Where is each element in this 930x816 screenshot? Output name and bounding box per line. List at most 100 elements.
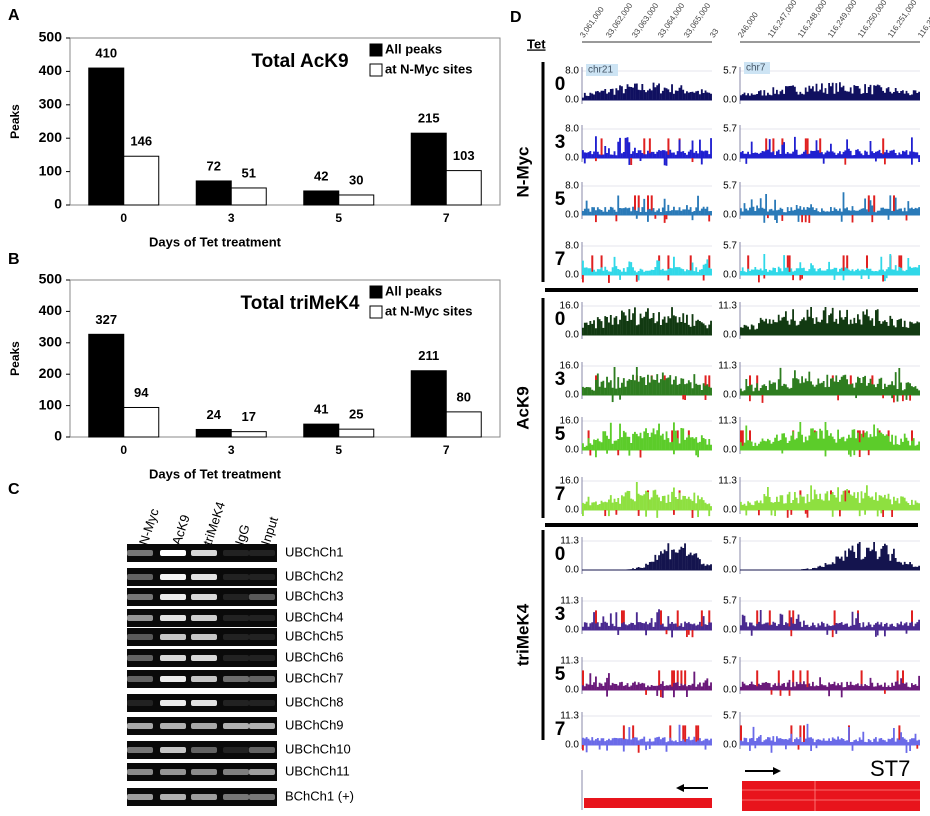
signal-peak xyxy=(740,430,742,450)
signal-track xyxy=(582,671,712,690)
signal-dip xyxy=(774,510,776,517)
signal-dip xyxy=(891,510,893,517)
gel-row-label: UBChCh1 xyxy=(285,544,344,559)
signal-peak xyxy=(595,610,597,630)
gel-band xyxy=(160,769,186,775)
signal-dip xyxy=(754,745,757,749)
signal-dip xyxy=(691,158,694,163)
gel-row-label: BChCh1 (+) xyxy=(285,788,354,803)
scale-max: 5.7 xyxy=(723,536,737,547)
signal-dip xyxy=(749,745,751,751)
gel-band xyxy=(249,615,275,621)
legend-label: at N-Myc sites xyxy=(385,303,472,318)
signal-peak xyxy=(765,138,768,158)
signal-peak xyxy=(671,430,674,450)
signal-dip xyxy=(893,395,895,403)
tet-label: 3 xyxy=(555,604,566,625)
signal-track xyxy=(582,136,712,158)
tet-label: 0 xyxy=(555,309,566,330)
gel-band xyxy=(191,769,217,775)
signal-dip xyxy=(792,275,794,281)
gel-band xyxy=(249,700,275,706)
signal-dip xyxy=(686,690,688,697)
y-tick-label: 200 xyxy=(39,365,63,381)
signal-track xyxy=(582,543,712,570)
signal-dip xyxy=(797,215,800,222)
signal-dip xyxy=(598,745,601,750)
signal-dip xyxy=(639,158,642,162)
signal-dip xyxy=(884,630,886,637)
signal-peak xyxy=(650,195,653,215)
signal-dip xyxy=(647,215,649,222)
chrom-label: chr21 xyxy=(588,65,613,76)
signal-dip xyxy=(645,510,647,517)
scale-min: 0.0 xyxy=(565,390,579,401)
signal-dip xyxy=(637,745,640,753)
gel-band xyxy=(249,794,275,800)
scale-min: 0.0 xyxy=(723,95,737,106)
signal-dip xyxy=(801,275,803,279)
signal-peak xyxy=(621,610,623,630)
gene-label: ST7 xyxy=(870,756,910,781)
tet-label: 5 xyxy=(555,424,566,445)
signal-dip xyxy=(844,158,847,165)
scale-max: 11.3 xyxy=(718,416,737,427)
signal-peak xyxy=(684,725,687,745)
value-label: 24 xyxy=(207,407,222,422)
signal-dip xyxy=(806,510,809,518)
value-label: 410 xyxy=(95,45,117,60)
signal-dip xyxy=(905,215,908,221)
signal-dip xyxy=(665,158,668,166)
gel-band xyxy=(223,634,249,640)
bar xyxy=(195,428,232,438)
signal-peak xyxy=(799,725,802,745)
bar xyxy=(123,406,160,438)
signal-peak xyxy=(667,255,670,275)
plot-frame xyxy=(69,37,501,206)
scale-min: 0.0 xyxy=(565,95,579,106)
signal-dip xyxy=(663,215,666,223)
y-tick-label: 0 xyxy=(54,196,62,212)
signal-dip xyxy=(770,690,773,695)
tet-label: 7 xyxy=(555,719,566,740)
value-label: 41 xyxy=(314,402,328,417)
tet-label: 0 xyxy=(555,74,566,95)
signal-dip xyxy=(831,510,834,517)
signal-dip xyxy=(804,215,807,223)
signal-dip xyxy=(902,395,904,402)
legend-label: at N-Myc sites xyxy=(385,61,472,76)
signal-peak xyxy=(660,610,662,630)
gel-band xyxy=(191,615,217,621)
scale-min: 0.0 xyxy=(565,740,579,751)
y-tick-label: 400 xyxy=(39,62,63,78)
signal-dip xyxy=(700,158,703,165)
signal-dip xyxy=(708,510,711,517)
signal-peak xyxy=(740,725,742,745)
gel-row-label: UBChCh5 xyxy=(285,628,344,643)
value-label: 211 xyxy=(418,348,439,363)
signal-dip xyxy=(628,450,631,456)
value-label: 42 xyxy=(314,168,328,183)
signal-dip xyxy=(583,158,586,164)
signal-dip xyxy=(637,275,640,281)
bar xyxy=(410,132,447,206)
scale-min: 0.0 xyxy=(565,210,579,221)
scale-max: 11.3 xyxy=(560,596,579,607)
gel-band xyxy=(127,550,153,556)
signal-dip xyxy=(790,510,793,515)
gel-band xyxy=(127,723,153,729)
signal-track xyxy=(582,724,712,745)
signal-dip xyxy=(704,395,707,400)
signal-dip xyxy=(840,690,843,698)
signal-dip xyxy=(824,450,827,457)
x-axis-label: Days of Tet treatment xyxy=(149,234,282,249)
gel-band xyxy=(127,676,153,682)
signal-peak xyxy=(632,725,635,745)
scale-min: 0.0 xyxy=(723,505,737,516)
tet-header: Tet xyxy=(527,36,546,51)
signal-dip xyxy=(848,450,850,455)
signal-dip xyxy=(606,745,608,751)
signal-track xyxy=(582,82,712,100)
signal-dip xyxy=(799,275,802,281)
signal-dip xyxy=(770,510,773,516)
